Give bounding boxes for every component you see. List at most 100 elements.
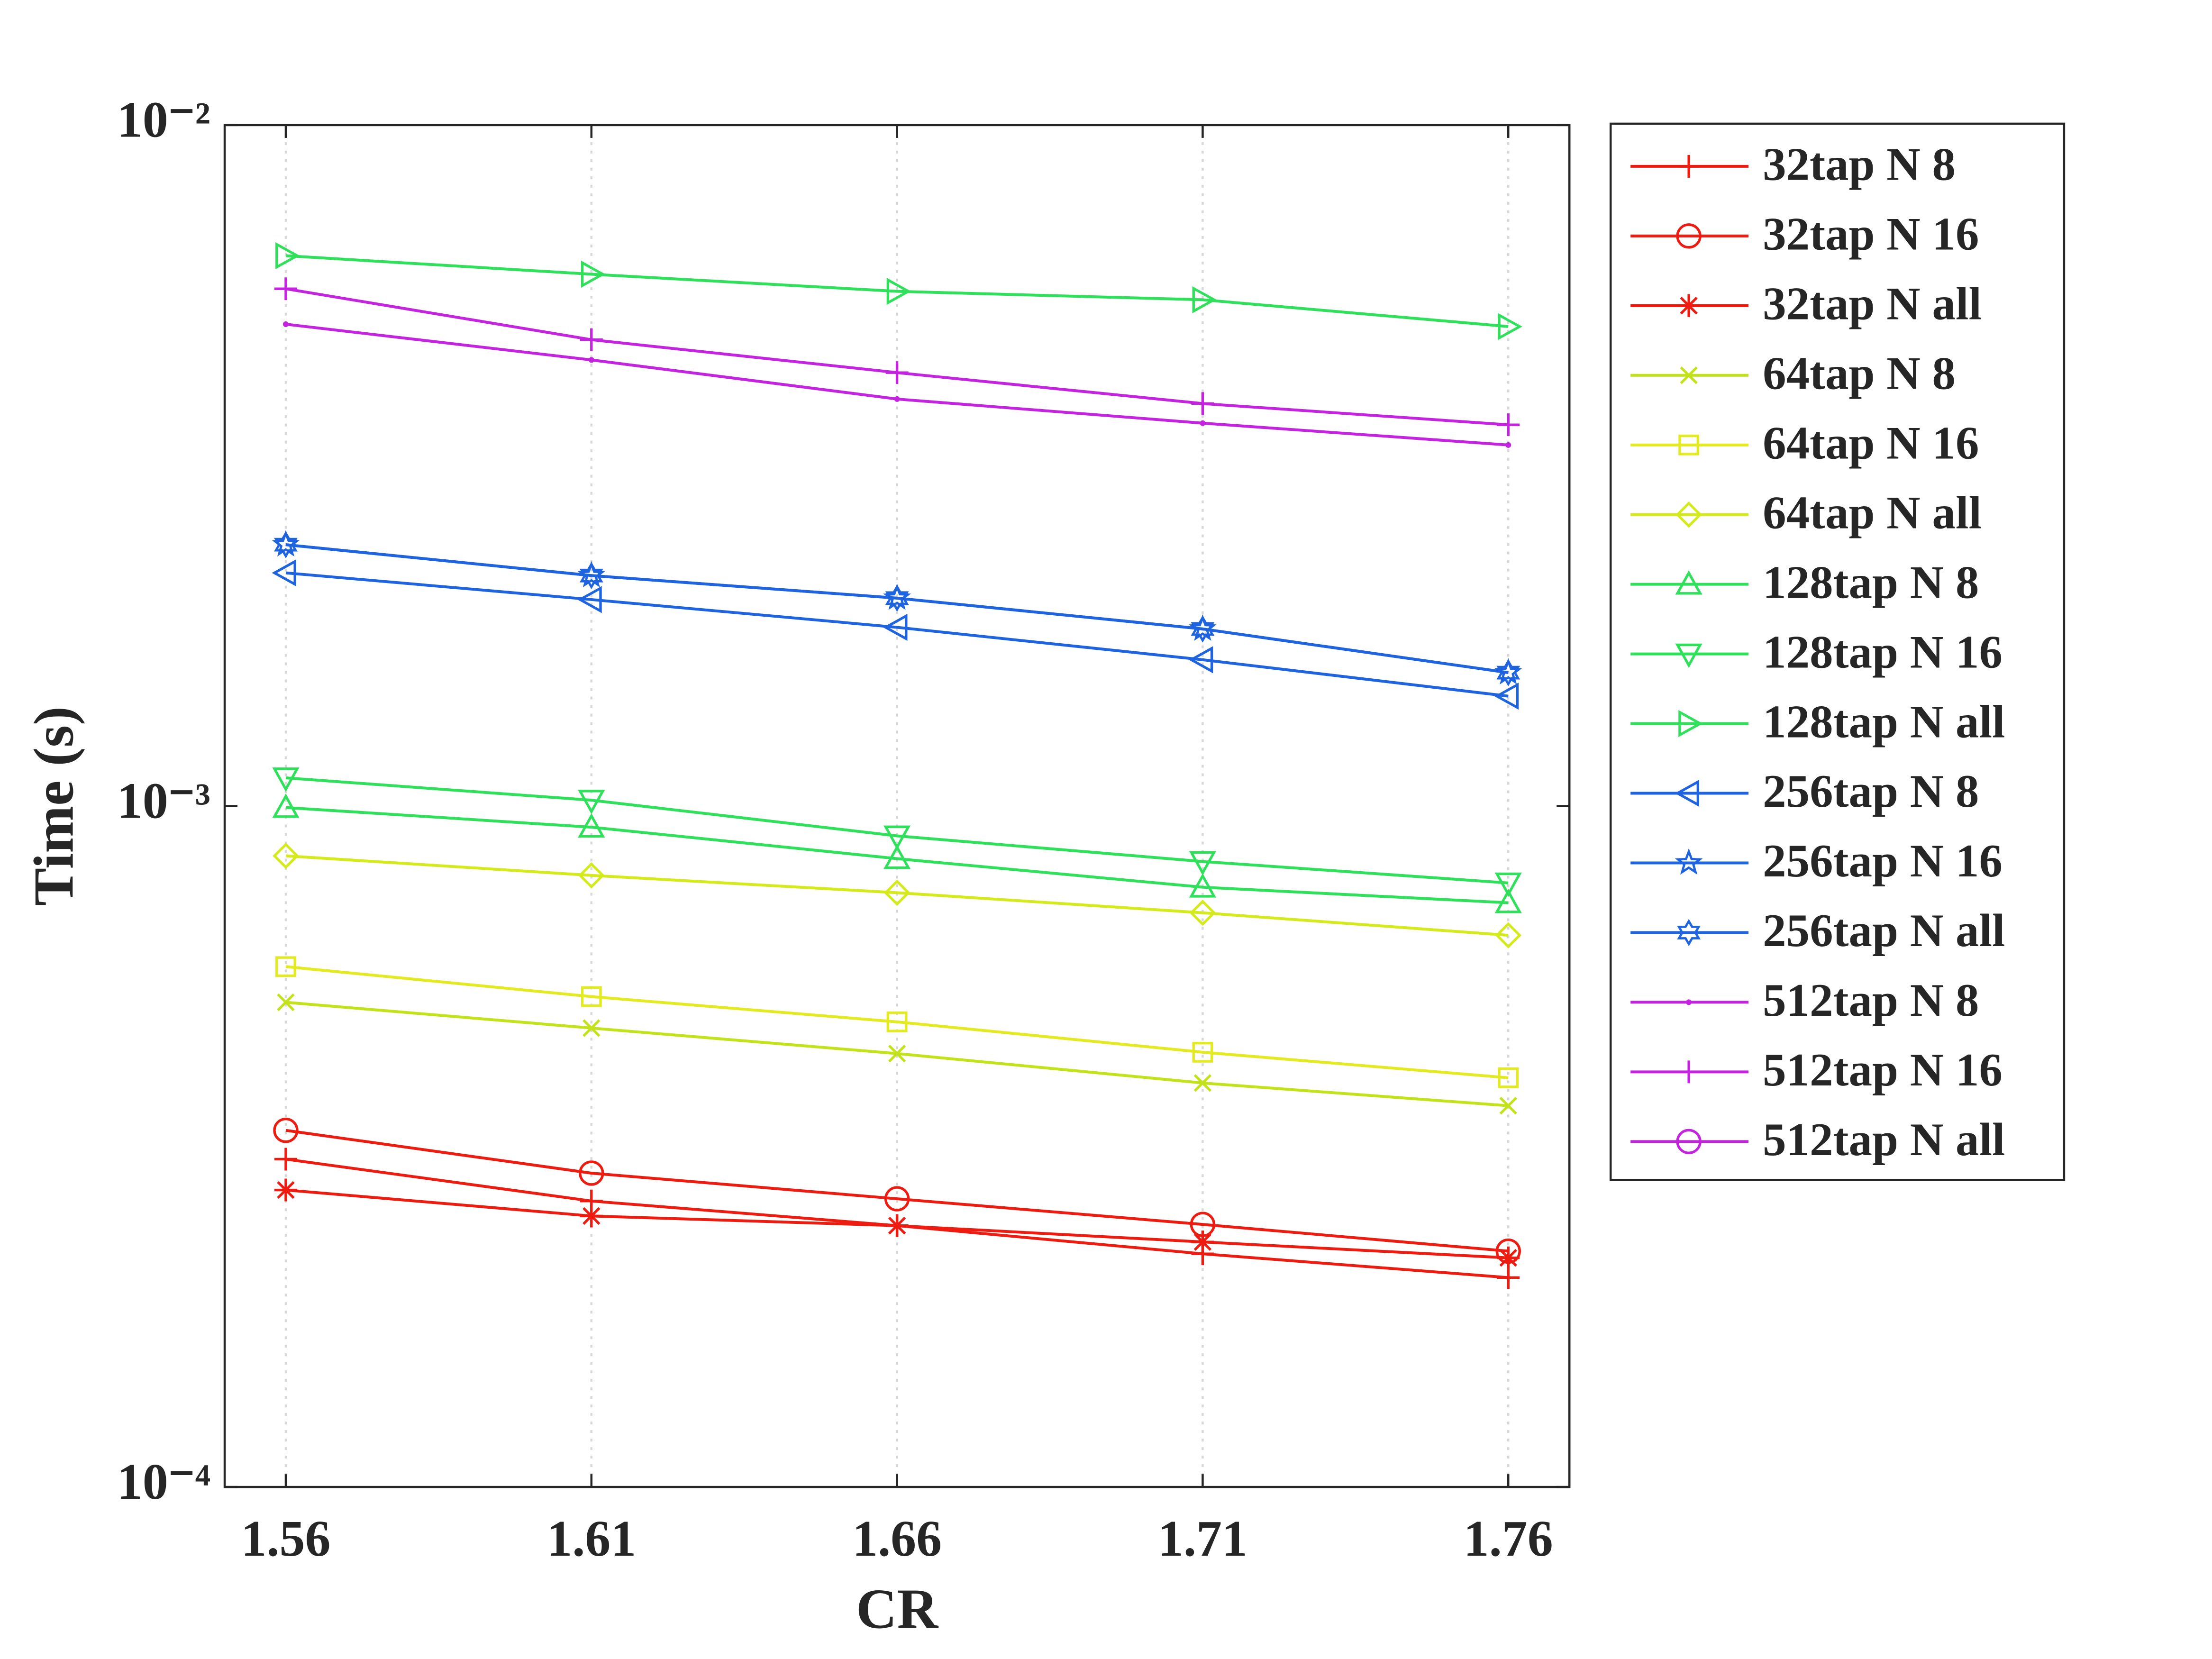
marker-part (883, 844, 911, 869)
marker (272, 793, 300, 818)
marker-part (1494, 683, 1519, 710)
legend-label: 128tap N 16 (1763, 626, 2003, 678)
marker (580, 1204, 603, 1228)
marker (1497, 413, 1520, 437)
marker (1680, 366, 1698, 384)
series-line (285, 571, 1509, 698)
marker (275, 242, 300, 270)
marker-part (579, 1160, 604, 1186)
marker-part (272, 793, 300, 818)
legend-label: 32tap N all (1763, 278, 1982, 330)
marker (1675, 570, 1702, 595)
series-line (285, 1129, 1509, 1253)
marker-part (1676, 223, 1702, 249)
marker (1675, 848, 1703, 875)
marker-part (1680, 366, 1698, 384)
marker-part (1192, 286, 1217, 313)
legend-label: 64tap N all (1763, 487, 1982, 538)
marker (885, 584, 909, 612)
marker-part (883, 825, 911, 850)
series-line (285, 806, 1509, 904)
marker (274, 531, 298, 558)
marker-part (1675, 501, 1702, 528)
marker-part (1188, 646, 1213, 674)
marker-part (578, 813, 605, 838)
marker (886, 278, 911, 305)
marker (1498, 1067, 1519, 1088)
series-line (285, 854, 1509, 937)
legend-label: 512tap N 16 (1763, 1044, 2003, 1096)
marker-part (884, 1186, 910, 1212)
series-line (285, 965, 1509, 1079)
marker (1677, 294, 1701, 317)
marker (1495, 922, 1522, 948)
marker-part (1505, 442, 1511, 448)
marker-part (1678, 710, 1703, 738)
marker-part (588, 357, 594, 363)
x-tick-label: 1.56 (241, 1511, 331, 1567)
marker (1193, 1074, 1212, 1092)
y-tick-label: 10⁻⁴ (117, 1454, 210, 1510)
marker-part (1498, 1067, 1519, 1088)
marker-part (888, 1045, 906, 1063)
marker-part (277, 993, 295, 1012)
marker (583, 1019, 601, 1037)
marker (1192, 286, 1217, 313)
marker-part (888, 1217, 906, 1235)
marker-part (277, 1181, 295, 1199)
marker (883, 825, 911, 850)
marker (578, 790, 605, 814)
marker-part (886, 278, 911, 305)
y-axis-label: Time (s) (22, 706, 85, 906)
legend-label: 128tap N all (1763, 696, 2005, 747)
marker (581, 986, 602, 1007)
legend-label: 64tap N 16 (1763, 417, 1979, 469)
marker-part (273, 1118, 299, 1143)
legend-label: 128tap N 8 (1763, 556, 1979, 608)
marker-part (1200, 420, 1206, 426)
legend-box (1609, 122, 2066, 1181)
marker (275, 956, 296, 977)
marker (883, 613, 908, 641)
legend-label: 32tap N 8 (1763, 139, 1956, 191)
marker (1189, 899, 1216, 926)
marker-part (1675, 779, 1700, 807)
legend-label: 32tap N 16 (1763, 209, 1979, 260)
marker (272, 767, 300, 792)
marker (1675, 779, 1700, 807)
marker (277, 993, 295, 1012)
legend-label: 256tap N 16 (1763, 835, 2003, 887)
marker-part (883, 879, 910, 906)
marker (1494, 872, 1522, 897)
marker (1191, 392, 1214, 415)
legend-label: 64tap N 8 (1763, 347, 1956, 399)
marker (1675, 643, 1702, 668)
marker-part (1677, 919, 1701, 947)
marker (1677, 1060, 1701, 1084)
marker (886, 1011, 908, 1032)
marker-part (1499, 1249, 1517, 1267)
x-tick-label: 1.61 (546, 1511, 636, 1567)
marker (883, 879, 910, 906)
marker (282, 321, 289, 328)
marker (1505, 442, 1511, 448)
marker (579, 1160, 604, 1186)
marker-part (583, 1019, 601, 1037)
marker (1499, 1097, 1517, 1115)
marker-part (272, 767, 300, 792)
marker (885, 361, 909, 384)
marker (888, 1045, 906, 1063)
marker (274, 1178, 297, 1202)
marker-part (274, 531, 298, 558)
marker (1192, 1041, 1213, 1063)
marker (1498, 313, 1522, 340)
marker (885, 1214, 909, 1237)
legend-label: 256tap N all (1763, 905, 2005, 957)
legend-label: 256tap N 8 (1763, 766, 1979, 817)
marker (1494, 683, 1519, 710)
marker (577, 586, 602, 613)
y-tick-label: 10⁻³ (117, 773, 210, 829)
marker (883, 844, 911, 869)
marker (1191, 615, 1215, 643)
